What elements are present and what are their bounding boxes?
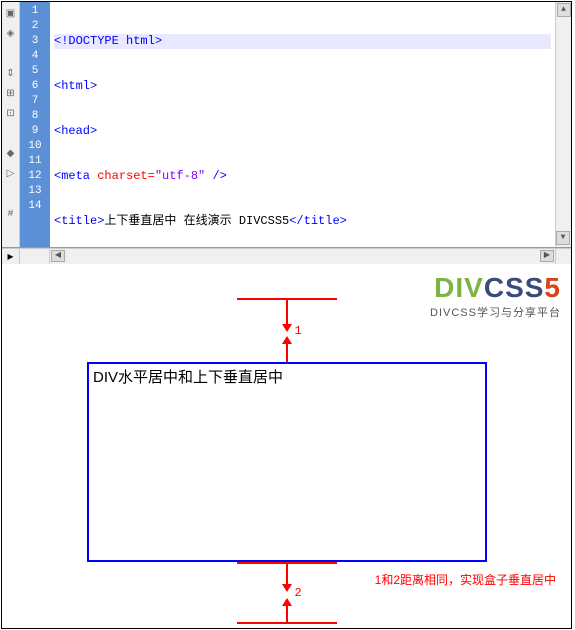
logo-text: DIVCSS5 xyxy=(430,272,561,304)
arrow-down-icon xyxy=(282,324,292,332)
vertical-scrollbar[interactable]: ▲ ▼ xyxy=(555,2,571,247)
editor-pane: ▣ ◈ ⇕ ⊞ ⊡ ◆ ▷ # 1 2 3 4 5 6 7 8 9 10 11 … xyxy=(2,2,571,248)
measure-line xyxy=(286,300,288,326)
tool-icon[interactable]: ◆ xyxy=(4,147,18,161)
line-number: 8 xyxy=(20,109,50,124)
line-number: 2 xyxy=(20,19,50,34)
line-gutter: 1 2 3 4 5 6 7 8 9 10 11 12 13 14 xyxy=(20,2,50,247)
line-number: 6 xyxy=(20,79,50,94)
line-number: 10 xyxy=(20,139,50,154)
app-window: ▣ ◈ ⇕ ⊞ ⊡ ◆ ▷ # 1 2 3 4 5 6 7 8 9 10 11 … xyxy=(1,1,572,629)
measure-line xyxy=(286,564,288,586)
scroll-left-icon[interactable]: ◀ xyxy=(51,250,65,262)
logo-subtitle: DIVCSS学习与分享平台 xyxy=(430,304,561,320)
line-number: 5 xyxy=(20,64,50,79)
tool-icon[interactable] xyxy=(4,47,18,61)
line-number: 4 xyxy=(20,49,50,64)
line-number: 3 xyxy=(20,34,50,49)
tool-icon[interactable]: ⊡ xyxy=(4,107,18,121)
line-number: 11 xyxy=(20,154,50,169)
horizontal-scrollbar[interactable]: ▸ ◀ ▶ xyxy=(2,248,571,264)
tool-icon[interactable]: ⇕ xyxy=(4,67,18,81)
line-number: 12 xyxy=(20,169,50,184)
tool-icon[interactable] xyxy=(4,127,18,141)
code-line: <!DOCTYPE html> xyxy=(54,34,551,49)
code-line: <title>上下垂直居中 在线演示 DIVCSS5</title> xyxy=(54,214,551,229)
line-number: 1 xyxy=(20,4,50,19)
scroll-up-icon[interactable]: ▲ xyxy=(557,3,571,17)
tool-icon[interactable]: ▷ xyxy=(4,167,18,181)
code-line: <html> xyxy=(54,79,551,94)
annotation-text: 1和2距离相同，实现盒子垂直居中 xyxy=(375,571,556,588)
line-number: 14 xyxy=(20,199,50,214)
line-number: 13 xyxy=(20,184,50,199)
tool-icon[interactable]: ⊞ xyxy=(4,87,18,101)
code-editor[interactable]: <!DOCTYPE html> <html> <head> <meta char… xyxy=(50,2,555,247)
distance-label: 2 xyxy=(295,586,302,600)
gutter-toggle-icon[interactable]: ▸ xyxy=(2,249,20,264)
editor-toolbar: ▣ ◈ ⇕ ⊞ ⊡ ◆ ▷ # xyxy=(2,2,20,247)
demo-text: DIV水平居中和上下垂直居中 xyxy=(93,369,283,386)
tool-icon[interactable]: # xyxy=(4,207,18,221)
code-line: <head> xyxy=(54,124,551,139)
measure-line xyxy=(286,342,288,362)
main-div: DIV水平居中和上下垂直居中 xyxy=(87,362,487,562)
measure-line xyxy=(286,604,288,622)
distance-label: 1 xyxy=(295,324,302,338)
code-line: <meta charset="utf-8" /> xyxy=(54,169,551,184)
scroll-right-icon[interactable]: ▶ xyxy=(540,250,554,262)
preview-pane: DIVCSS5 DIVCSS学习与分享平台 1 DIV水平居中和上下垂直居中 2… xyxy=(2,264,571,628)
arrow-down-icon xyxy=(282,584,292,592)
brand-logo: DIVCSS5 DIVCSS学习与分享平台 xyxy=(430,272,561,320)
scroll-down-icon[interactable]: ▼ xyxy=(556,231,570,245)
measure-bar xyxy=(237,622,337,624)
line-number: 9 xyxy=(20,124,50,139)
tool-icon[interactable]: ▣ xyxy=(4,7,18,21)
tool-icon[interactable] xyxy=(4,187,18,201)
line-number: 7 xyxy=(20,94,50,109)
tool-icon[interactable]: ◈ xyxy=(4,27,18,41)
